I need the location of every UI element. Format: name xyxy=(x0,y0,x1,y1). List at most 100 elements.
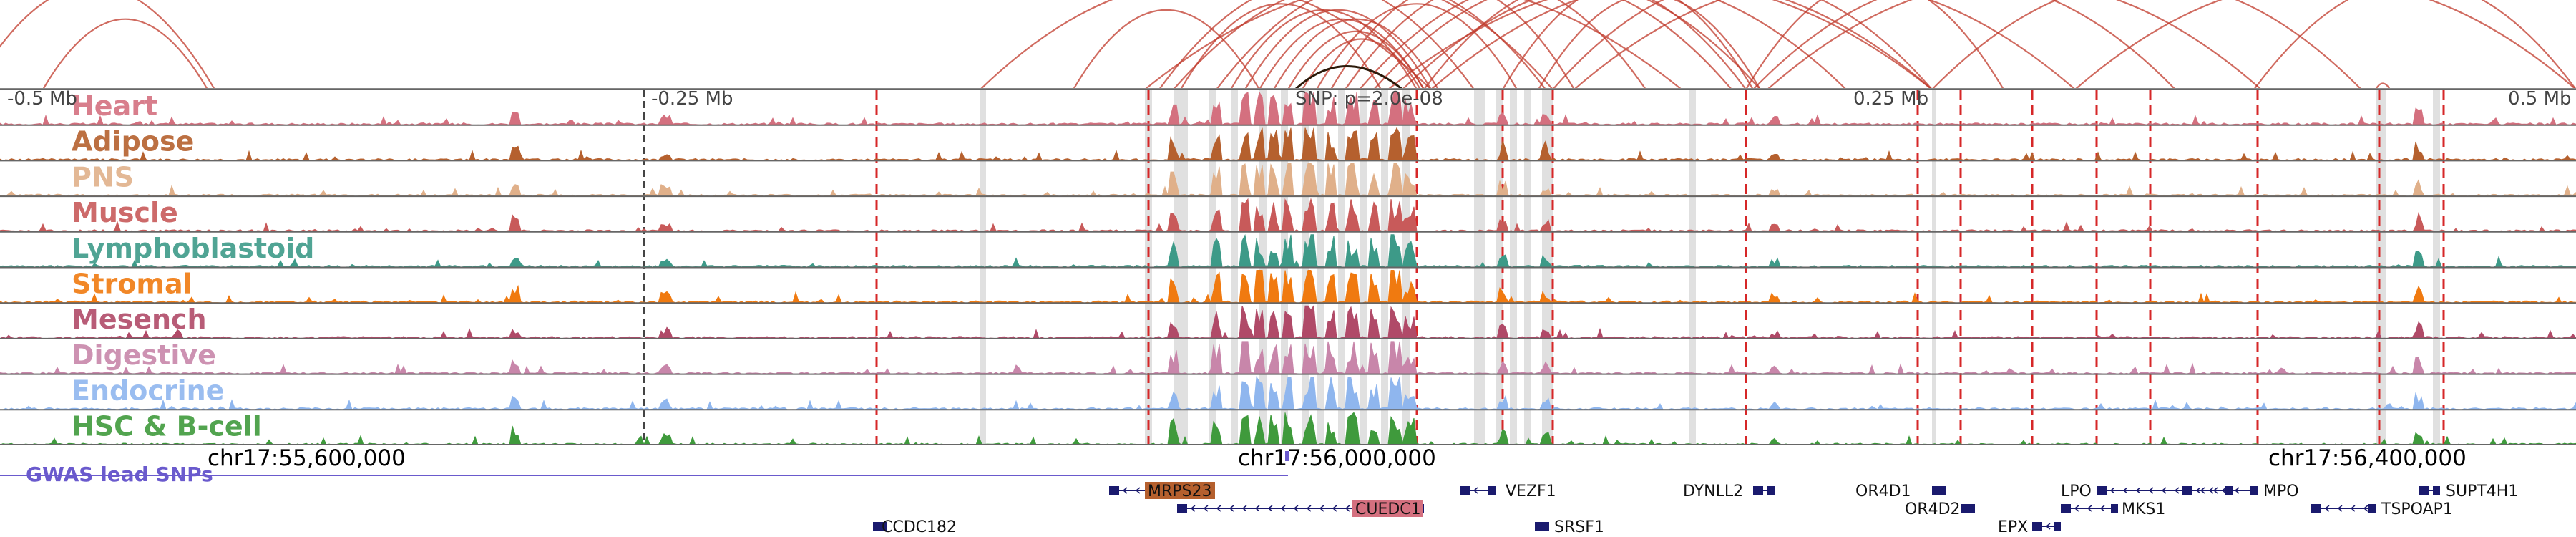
strand-arrow xyxy=(2148,487,2154,494)
gene-label: MKS1 xyxy=(2122,500,2165,518)
gene-exon xyxy=(2061,504,2071,513)
strand-arrow xyxy=(2161,487,2167,494)
loop-arc xyxy=(1287,30,1425,90)
gene-label: OR4D1 xyxy=(1855,483,1911,500)
gene-exon xyxy=(2368,504,2376,513)
track-label: PNS xyxy=(72,161,134,193)
strand-arrow xyxy=(2195,487,2201,494)
gene-exon xyxy=(1767,486,1775,495)
loop-arc xyxy=(1158,0,1475,90)
loop-arc xyxy=(1359,0,1732,90)
loop-arc xyxy=(1273,18,1439,90)
track-label: Muscle xyxy=(72,197,178,228)
track-lymphoblastoid: Lymphoblastoid xyxy=(0,231,2576,268)
gene-exon xyxy=(1488,486,1496,495)
loop-arc xyxy=(1316,3,1518,90)
track-label: Stromal xyxy=(72,268,192,300)
track-signal xyxy=(0,270,2576,304)
loop-arc xyxy=(1423,0,1747,90)
strand-arrow xyxy=(1241,505,1247,512)
gene-epx[interactable]: EPX xyxy=(1998,518,2061,536)
ruler-label: SNP: p=2.0e-08 xyxy=(1295,90,1443,110)
gene-exon xyxy=(2032,522,2042,531)
gene-highlight-box xyxy=(1145,482,1215,499)
strand-arrow xyxy=(2087,505,2092,512)
gene-label: TSPOAP1 xyxy=(2381,500,2453,518)
gene-srsf1[interactable]: SRSF1 xyxy=(1535,518,1604,536)
loop-arc xyxy=(1373,0,1761,90)
gene-tspoap1[interactable]: TSPOAP1 xyxy=(2311,500,2453,518)
strand-arrow xyxy=(1190,505,1196,512)
gene-label: VEZF1 xyxy=(1506,483,1556,500)
gene-label: LPO xyxy=(2061,483,2092,500)
track-label: Heart xyxy=(72,90,157,122)
gwas-label: GWAS lead SNPs xyxy=(26,463,213,486)
gene-vezf1[interactable]: VEZF1 xyxy=(1460,483,1556,500)
track-signal xyxy=(0,341,2576,375)
loop-arc xyxy=(1144,0,1682,90)
gene-mpo[interactable]: MPO xyxy=(2182,483,2299,500)
strand-arrow xyxy=(2099,505,2105,512)
gene-exon xyxy=(2419,486,2429,495)
track-signal xyxy=(0,127,2576,161)
loop-arc xyxy=(1574,0,2076,90)
ruler-label: -0.5 Mb xyxy=(7,90,77,110)
loop-arc xyxy=(0,0,215,90)
track-label: Mesench xyxy=(72,304,207,335)
track-adipose: Adipose xyxy=(0,124,2576,161)
loop-arc xyxy=(980,0,1432,90)
loop-arc xyxy=(1330,0,1575,90)
loop-arc xyxy=(1538,0,1761,90)
gene-exon xyxy=(2097,486,2107,495)
loop-arc xyxy=(1931,0,2362,90)
gene-mrps23[interactable]: MRPS23 xyxy=(1109,482,1215,500)
gene-mks1[interactable]: MKS1 xyxy=(2061,500,2165,518)
track-signal xyxy=(0,234,2576,268)
loop-arc xyxy=(1767,0,2262,90)
strand-arrow xyxy=(1135,487,1141,494)
loop-arc xyxy=(2253,0,2576,90)
loop-arc xyxy=(1244,9,1432,90)
gene-or4d2[interactable]: OR4D2 xyxy=(1905,500,1975,518)
track-heart: Heart xyxy=(0,90,2576,126)
track-label: Lymphoblastoid xyxy=(72,233,314,264)
gwas-snp-marker xyxy=(1285,451,1289,461)
strand-arrow xyxy=(2350,505,2356,512)
gene-label: EPX xyxy=(1998,518,2028,536)
strand-arrow xyxy=(1216,505,1221,512)
gene-exon xyxy=(1939,486,1946,495)
gene-lpo[interactable]: LPO xyxy=(2061,483,2233,500)
strand-arrow xyxy=(1267,505,1273,512)
strand-arrow xyxy=(1345,505,1350,512)
strand-arrow xyxy=(1293,505,1299,512)
track-signal xyxy=(0,91,2576,126)
gene-or4d1[interactable]: OR4D1 xyxy=(1855,483,1946,500)
gene-label: OR4D2 xyxy=(1905,500,1961,518)
gene-exon xyxy=(1460,486,1470,495)
strand-arrow xyxy=(1122,487,1128,494)
gene-supt4h1[interactable]: SUPT4H1 xyxy=(2419,483,2518,500)
strand-arrow xyxy=(1306,505,1312,512)
strand-arrow xyxy=(2135,487,2141,494)
loop-arc xyxy=(42,18,208,90)
gene-label: CCDC182 xyxy=(882,518,957,536)
loop-arc xyxy=(1745,0,2004,90)
gene-cuedc1[interactable]: CUEDC1 xyxy=(1177,500,1424,518)
gene-ccdc182[interactable]: CCDC182 xyxy=(873,518,957,536)
loop-arc xyxy=(2074,0,2576,90)
gene-exon xyxy=(1177,504,1187,513)
loop-arc xyxy=(1302,38,1421,90)
gene-exon xyxy=(1753,486,1763,495)
gene-exon xyxy=(873,522,880,531)
strand-arrow xyxy=(1280,505,1286,512)
gene-label: MPO xyxy=(2263,483,2299,500)
ruler-label: -0.25 Mb xyxy=(651,90,733,110)
track-pns: PNS xyxy=(0,160,2576,197)
gene-highlight-box xyxy=(1352,500,1423,517)
gene-dynll2[interactable]: DYNLL2 xyxy=(1683,483,1775,500)
loop-arc xyxy=(1073,9,1260,90)
strand-arrow xyxy=(1254,505,1260,512)
loop-arc xyxy=(2375,82,2391,90)
track-signal xyxy=(0,376,2576,411)
